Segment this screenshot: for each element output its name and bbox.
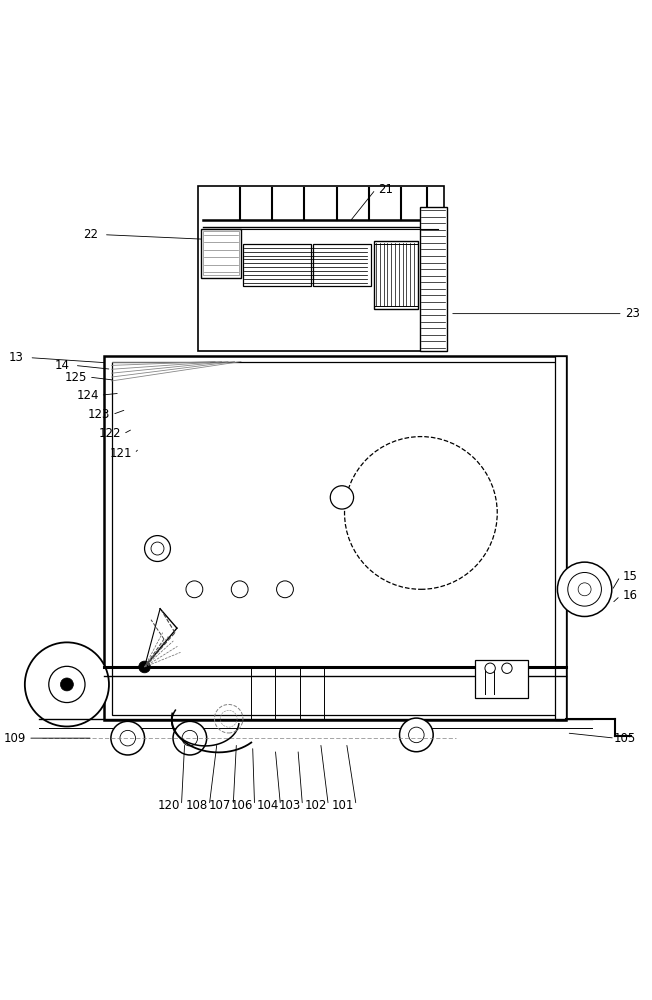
Text: 109: 109	[4, 732, 26, 745]
Ellipse shape	[177, 547, 191, 557]
Text: 107: 107	[209, 799, 231, 812]
Ellipse shape	[280, 504, 295, 514]
Circle shape	[400, 718, 433, 752]
Ellipse shape	[211, 533, 226, 543]
Text: 22: 22	[83, 228, 98, 241]
Bar	[475, 660, 527, 698]
Text: 13: 13	[9, 351, 24, 364]
Text: 121: 121	[110, 447, 132, 460]
Circle shape	[331, 486, 353, 509]
Circle shape	[568, 572, 601, 606]
Ellipse shape	[263, 511, 278, 521]
Bar	[555, 356, 567, 720]
Bar	[420, 207, 447, 351]
Ellipse shape	[333, 482, 348, 492]
Ellipse shape	[316, 489, 330, 499]
Text: 106: 106	[230, 799, 253, 812]
Circle shape	[502, 663, 512, 673]
Circle shape	[344, 437, 497, 589]
Ellipse shape	[159, 555, 174, 564]
Bar	[111, 362, 559, 715]
Ellipse shape	[246, 518, 261, 528]
Text: 21: 21	[378, 183, 393, 196]
Text: 16: 16	[623, 589, 638, 602]
Circle shape	[120, 730, 136, 746]
Text: 122: 122	[99, 427, 121, 440]
Ellipse shape	[194, 540, 209, 550]
Text: 103: 103	[278, 799, 301, 812]
Text: 104: 104	[256, 799, 278, 812]
Bar	[104, 356, 567, 720]
Circle shape	[151, 542, 164, 555]
Bar	[198, 186, 443, 351]
Bar	[243, 244, 311, 286]
Bar	[201, 229, 241, 278]
Bar	[313, 244, 371, 286]
Circle shape	[557, 562, 612, 616]
Text: 101: 101	[332, 799, 355, 812]
Bar	[374, 241, 418, 309]
Text: 120: 120	[157, 799, 180, 812]
Circle shape	[61, 678, 74, 691]
Circle shape	[49, 666, 85, 703]
Ellipse shape	[229, 526, 243, 535]
Circle shape	[231, 581, 248, 598]
Circle shape	[25, 642, 109, 726]
Text: 14: 14	[54, 359, 69, 372]
Text: 123: 123	[88, 408, 110, 421]
Bar	[374, 244, 418, 306]
Text: 105: 105	[614, 732, 636, 745]
Circle shape	[485, 663, 496, 673]
Circle shape	[276, 581, 293, 598]
Circle shape	[186, 581, 203, 598]
Circle shape	[182, 730, 198, 746]
Text: 108: 108	[185, 799, 207, 812]
Text: 124: 124	[76, 389, 99, 402]
Text: 23: 23	[625, 307, 640, 320]
Circle shape	[173, 721, 207, 755]
Circle shape	[139, 661, 151, 673]
Circle shape	[578, 583, 591, 596]
Circle shape	[111, 721, 145, 755]
Text: 125: 125	[65, 371, 87, 384]
Bar	[203, 231, 239, 275]
Circle shape	[409, 727, 424, 743]
Ellipse shape	[298, 497, 313, 506]
Text: 15: 15	[623, 570, 638, 583]
Text: 102: 102	[304, 799, 327, 812]
Circle shape	[145, 536, 170, 561]
